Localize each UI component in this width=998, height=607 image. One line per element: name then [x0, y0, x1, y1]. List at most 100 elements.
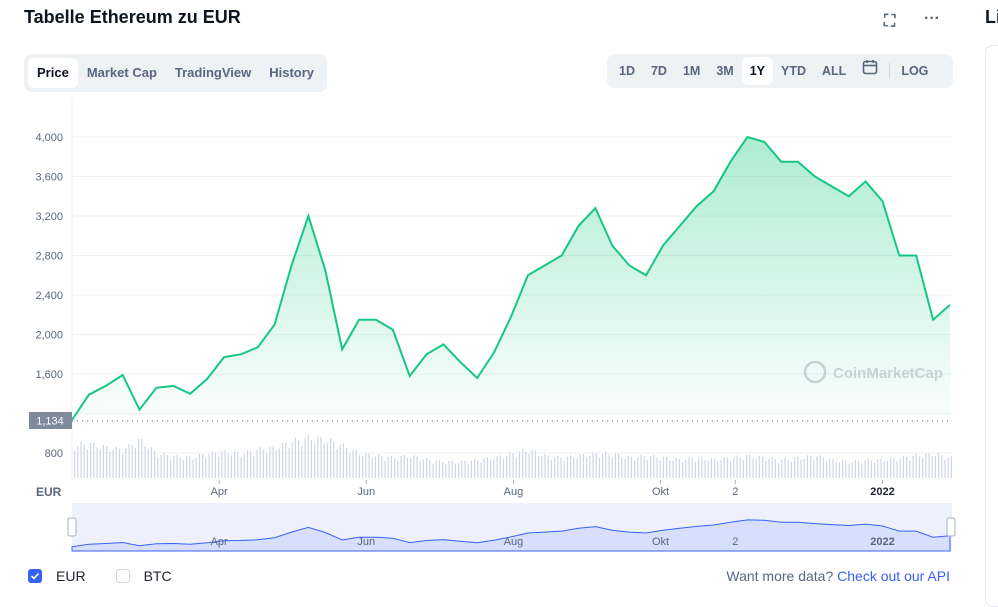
volume-bar [608, 454, 610, 478]
volume-bar [554, 457, 556, 478]
volume-bar [253, 455, 255, 478]
volume-bar [298, 439, 300, 478]
volume-bar [365, 453, 367, 478]
volume-bar [560, 457, 562, 478]
volume-bar [170, 459, 172, 478]
range-1m[interactable]: 1M [682, 64, 701, 78]
fullscreen-icon[interactable]: ⛶ [884, 13, 896, 30]
volume-bar [86, 449, 88, 478]
range-ytd[interactable]: YTD [781, 64, 807, 78]
volume-bar [762, 456, 764, 478]
divider [889, 63, 891, 79]
volume-bar [394, 458, 396, 478]
volume-bar [928, 452, 930, 478]
x-tick-label: Apr [211, 486, 228, 498]
volume-bar [656, 457, 658, 478]
volume-bar [326, 442, 328, 478]
calendar-icon[interactable] [854, 57, 886, 85]
volume-bar [704, 459, 706, 478]
volume-bar [189, 456, 191, 478]
volume-bar [371, 458, 373, 478]
volume-bar [598, 458, 600, 478]
volume-bar [474, 458, 476, 478]
watermark: CoinMarketCap [803, 360, 943, 384]
api-promo: Want more data? Check out our API [726, 568, 950, 584]
navigator-right-handle[interactable] [946, 517, 956, 537]
volume-bar [218, 456, 220, 478]
volume-bar [429, 460, 431, 478]
volume-bar [99, 449, 101, 478]
volume-bar [282, 442, 284, 478]
navigator-left-handle[interactable] [67, 517, 77, 537]
range-1d[interactable]: 1D [619, 64, 635, 78]
volume-bar [746, 455, 748, 478]
volume-bar [173, 455, 175, 478]
volume-bar [864, 459, 866, 478]
volume-bar [150, 447, 152, 478]
volume-bar [733, 457, 735, 478]
volume-bar [74, 450, 76, 478]
volume-bar [259, 447, 261, 478]
volume-bar [186, 456, 188, 478]
volume-bar [589, 455, 591, 478]
api-link[interactable]: Check out our API [837, 568, 950, 584]
tab-tradingview[interactable]: TradingView [174, 65, 252, 80]
volume-bar [256, 449, 258, 478]
volume-bar [749, 454, 751, 478]
volume-bar [576, 458, 578, 478]
volume-bar [179, 457, 181, 478]
eur-checkbox[interactable] [28, 569, 42, 583]
volume-bar [861, 463, 863, 478]
volume-bar [480, 462, 482, 478]
volume-bar [742, 459, 744, 478]
volume-bar [579, 454, 581, 478]
volume-bar [266, 453, 268, 478]
volume-bar [646, 460, 648, 478]
tab-market-cap[interactable]: Market Cap [86, 65, 157, 80]
volume-bar [118, 448, 120, 478]
volume-bar [922, 458, 924, 478]
volume-bar [314, 443, 316, 478]
volume-bar [941, 454, 943, 478]
volume-bar [755, 458, 757, 478]
volume-bar [538, 455, 540, 478]
volume-bar [653, 454, 655, 478]
log-toggle[interactable]: LOG [901, 64, 929, 78]
volume-bar [688, 457, 690, 478]
volume-bar [822, 457, 824, 478]
volume-bar [784, 457, 786, 478]
volume-bar [304, 437, 306, 478]
volume-bar [550, 459, 552, 478]
volume-bar [160, 455, 162, 478]
volume-bar [221, 451, 223, 478]
price-line [71, 135, 951, 421]
volume-bar [787, 459, 789, 478]
volume-bar [781, 459, 783, 478]
price-chart[interactable]: 4,000 3,600 3,200 2,800 2,400 2,000 1,600 800 1… [0, 0, 998, 593]
volume-bar [131, 445, 133, 478]
volume-bar [134, 447, 136, 478]
range-all[interactable]: ALL [822, 64, 847, 78]
range-7d[interactable]: 7D [650, 64, 667, 78]
volume-bar [803, 458, 805, 478]
volume-bar [614, 453, 616, 478]
volume-bar [768, 459, 770, 478]
range-1y[interactable]: 1Y [741, 57, 774, 85]
volume-bar [346, 447, 348, 478]
volume-bar [858, 460, 860, 478]
volume-bar [397, 460, 399, 478]
volume-bar [144, 446, 146, 478]
tab-price[interactable]: Price [28, 58, 78, 88]
range-3m[interactable]: 3M [716, 64, 734, 78]
tab-history[interactable]: History [269, 65, 315, 80]
more-dots-icon[interactable]: ··· [924, 10, 940, 27]
volume-bar [163, 452, 165, 478]
volume-bar [848, 463, 850, 478]
volume-bar [810, 455, 812, 478]
right-panel-title: Li [985, 7, 998, 27]
volume-bar [582, 453, 584, 478]
volume-bar [672, 460, 674, 478]
btc-checkbox[interactable] [115, 569, 130, 583]
volume-bar [544, 454, 546, 478]
navigator[interactable] [72, 503, 952, 551]
